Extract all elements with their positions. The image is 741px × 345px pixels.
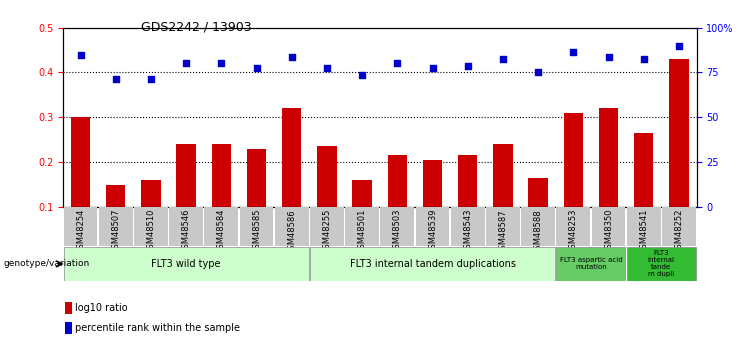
Point <box>532 70 544 75</box>
Text: FLT3 aspartic acid
mutation: FLT3 aspartic acid mutation <box>559 257 622 270</box>
Bar <box>353 180 372 207</box>
Bar <box>423 160 442 207</box>
FancyBboxPatch shape <box>521 207 555 246</box>
Text: GSM48539: GSM48539 <box>428 209 437 255</box>
Bar <box>65 302 73 314</box>
FancyBboxPatch shape <box>345 207 379 246</box>
Text: GSM48587: GSM48587 <box>499 209 508 255</box>
Bar <box>669 59 688 207</box>
Point <box>497 56 509 62</box>
Text: GSM48254: GSM48254 <box>76 209 85 254</box>
FancyBboxPatch shape <box>486 207 520 246</box>
FancyBboxPatch shape <box>99 207 133 246</box>
FancyBboxPatch shape <box>591 207 625 246</box>
Bar <box>564 113 583 207</box>
Bar <box>212 144 231 207</box>
FancyBboxPatch shape <box>380 207 414 246</box>
Text: GSM48588: GSM48588 <box>534 209 542 255</box>
Bar <box>634 133 654 207</box>
Bar <box>458 155 477 207</box>
Text: GSM48546: GSM48546 <box>182 209 190 255</box>
Point <box>427 65 439 71</box>
Text: GSM48585: GSM48585 <box>252 209 261 255</box>
FancyBboxPatch shape <box>64 247 309 281</box>
Text: GSM48350: GSM48350 <box>604 209 613 255</box>
FancyBboxPatch shape <box>239 207 273 246</box>
Point <box>462 63 473 68</box>
Bar <box>494 144 513 207</box>
FancyBboxPatch shape <box>416 207 450 246</box>
Text: GSM48510: GSM48510 <box>147 209 156 254</box>
Text: GSM48501: GSM48501 <box>358 209 367 254</box>
FancyBboxPatch shape <box>627 247 696 281</box>
Point <box>250 65 262 71</box>
Bar <box>142 180 161 207</box>
Bar <box>317 146 336 207</box>
Point <box>321 65 333 71</box>
Text: percentile rank within the sample: percentile rank within the sample <box>76 323 240 333</box>
Point <box>568 49 579 55</box>
Point <box>110 76 122 82</box>
Bar <box>65 322 73 334</box>
Text: GSM48584: GSM48584 <box>217 209 226 255</box>
Point <box>75 52 87 57</box>
Point <box>638 56 650 62</box>
FancyBboxPatch shape <box>275 207 309 246</box>
FancyBboxPatch shape <box>556 207 591 246</box>
Bar <box>388 155 407 207</box>
FancyBboxPatch shape <box>134 207 168 246</box>
Text: FLT3
internal
tande
m dupli: FLT3 internal tande m dupli <box>648 250 675 277</box>
FancyBboxPatch shape <box>627 207 661 246</box>
FancyBboxPatch shape <box>310 207 344 246</box>
Bar <box>599 108 618 207</box>
FancyBboxPatch shape <box>662 207 696 246</box>
Text: GSM48507: GSM48507 <box>111 209 120 255</box>
Point <box>145 76 157 82</box>
Text: GDS2242 / 13903: GDS2242 / 13903 <box>141 21 251 34</box>
Point <box>216 61 227 66</box>
Bar <box>176 144 196 207</box>
Bar <box>106 185 125 207</box>
Point <box>673 43 685 48</box>
Text: GSM48543: GSM48543 <box>463 209 472 255</box>
Bar <box>71 117 90 207</box>
Bar <box>282 108 302 207</box>
FancyBboxPatch shape <box>169 207 203 246</box>
Text: GSM48255: GSM48255 <box>322 209 331 254</box>
Point <box>391 61 403 66</box>
Point <box>602 54 614 59</box>
Bar <box>528 178 548 207</box>
FancyBboxPatch shape <box>205 207 239 246</box>
Text: GSM48503: GSM48503 <box>393 209 402 255</box>
FancyBboxPatch shape <box>451 207 485 246</box>
Text: log10 ratio: log10 ratio <box>76 303 128 313</box>
Point <box>286 54 298 59</box>
Text: GSM48253: GSM48253 <box>569 209 578 255</box>
Text: FLT3 internal tandem duplications: FLT3 internal tandem duplications <box>350 259 516 269</box>
Text: GSM48586: GSM48586 <box>288 209 296 255</box>
Text: genotype/variation: genotype/variation <box>4 259 90 268</box>
Point <box>180 61 192 66</box>
FancyBboxPatch shape <box>64 207 98 246</box>
Bar <box>247 149 266 207</box>
Text: FLT3 wild type: FLT3 wild type <box>151 259 221 269</box>
FancyBboxPatch shape <box>556 247 625 281</box>
FancyBboxPatch shape <box>310 247 555 281</box>
Text: GSM48541: GSM48541 <box>639 209 648 254</box>
Text: GSM48252: GSM48252 <box>674 209 683 254</box>
Point <box>356 72 368 78</box>
